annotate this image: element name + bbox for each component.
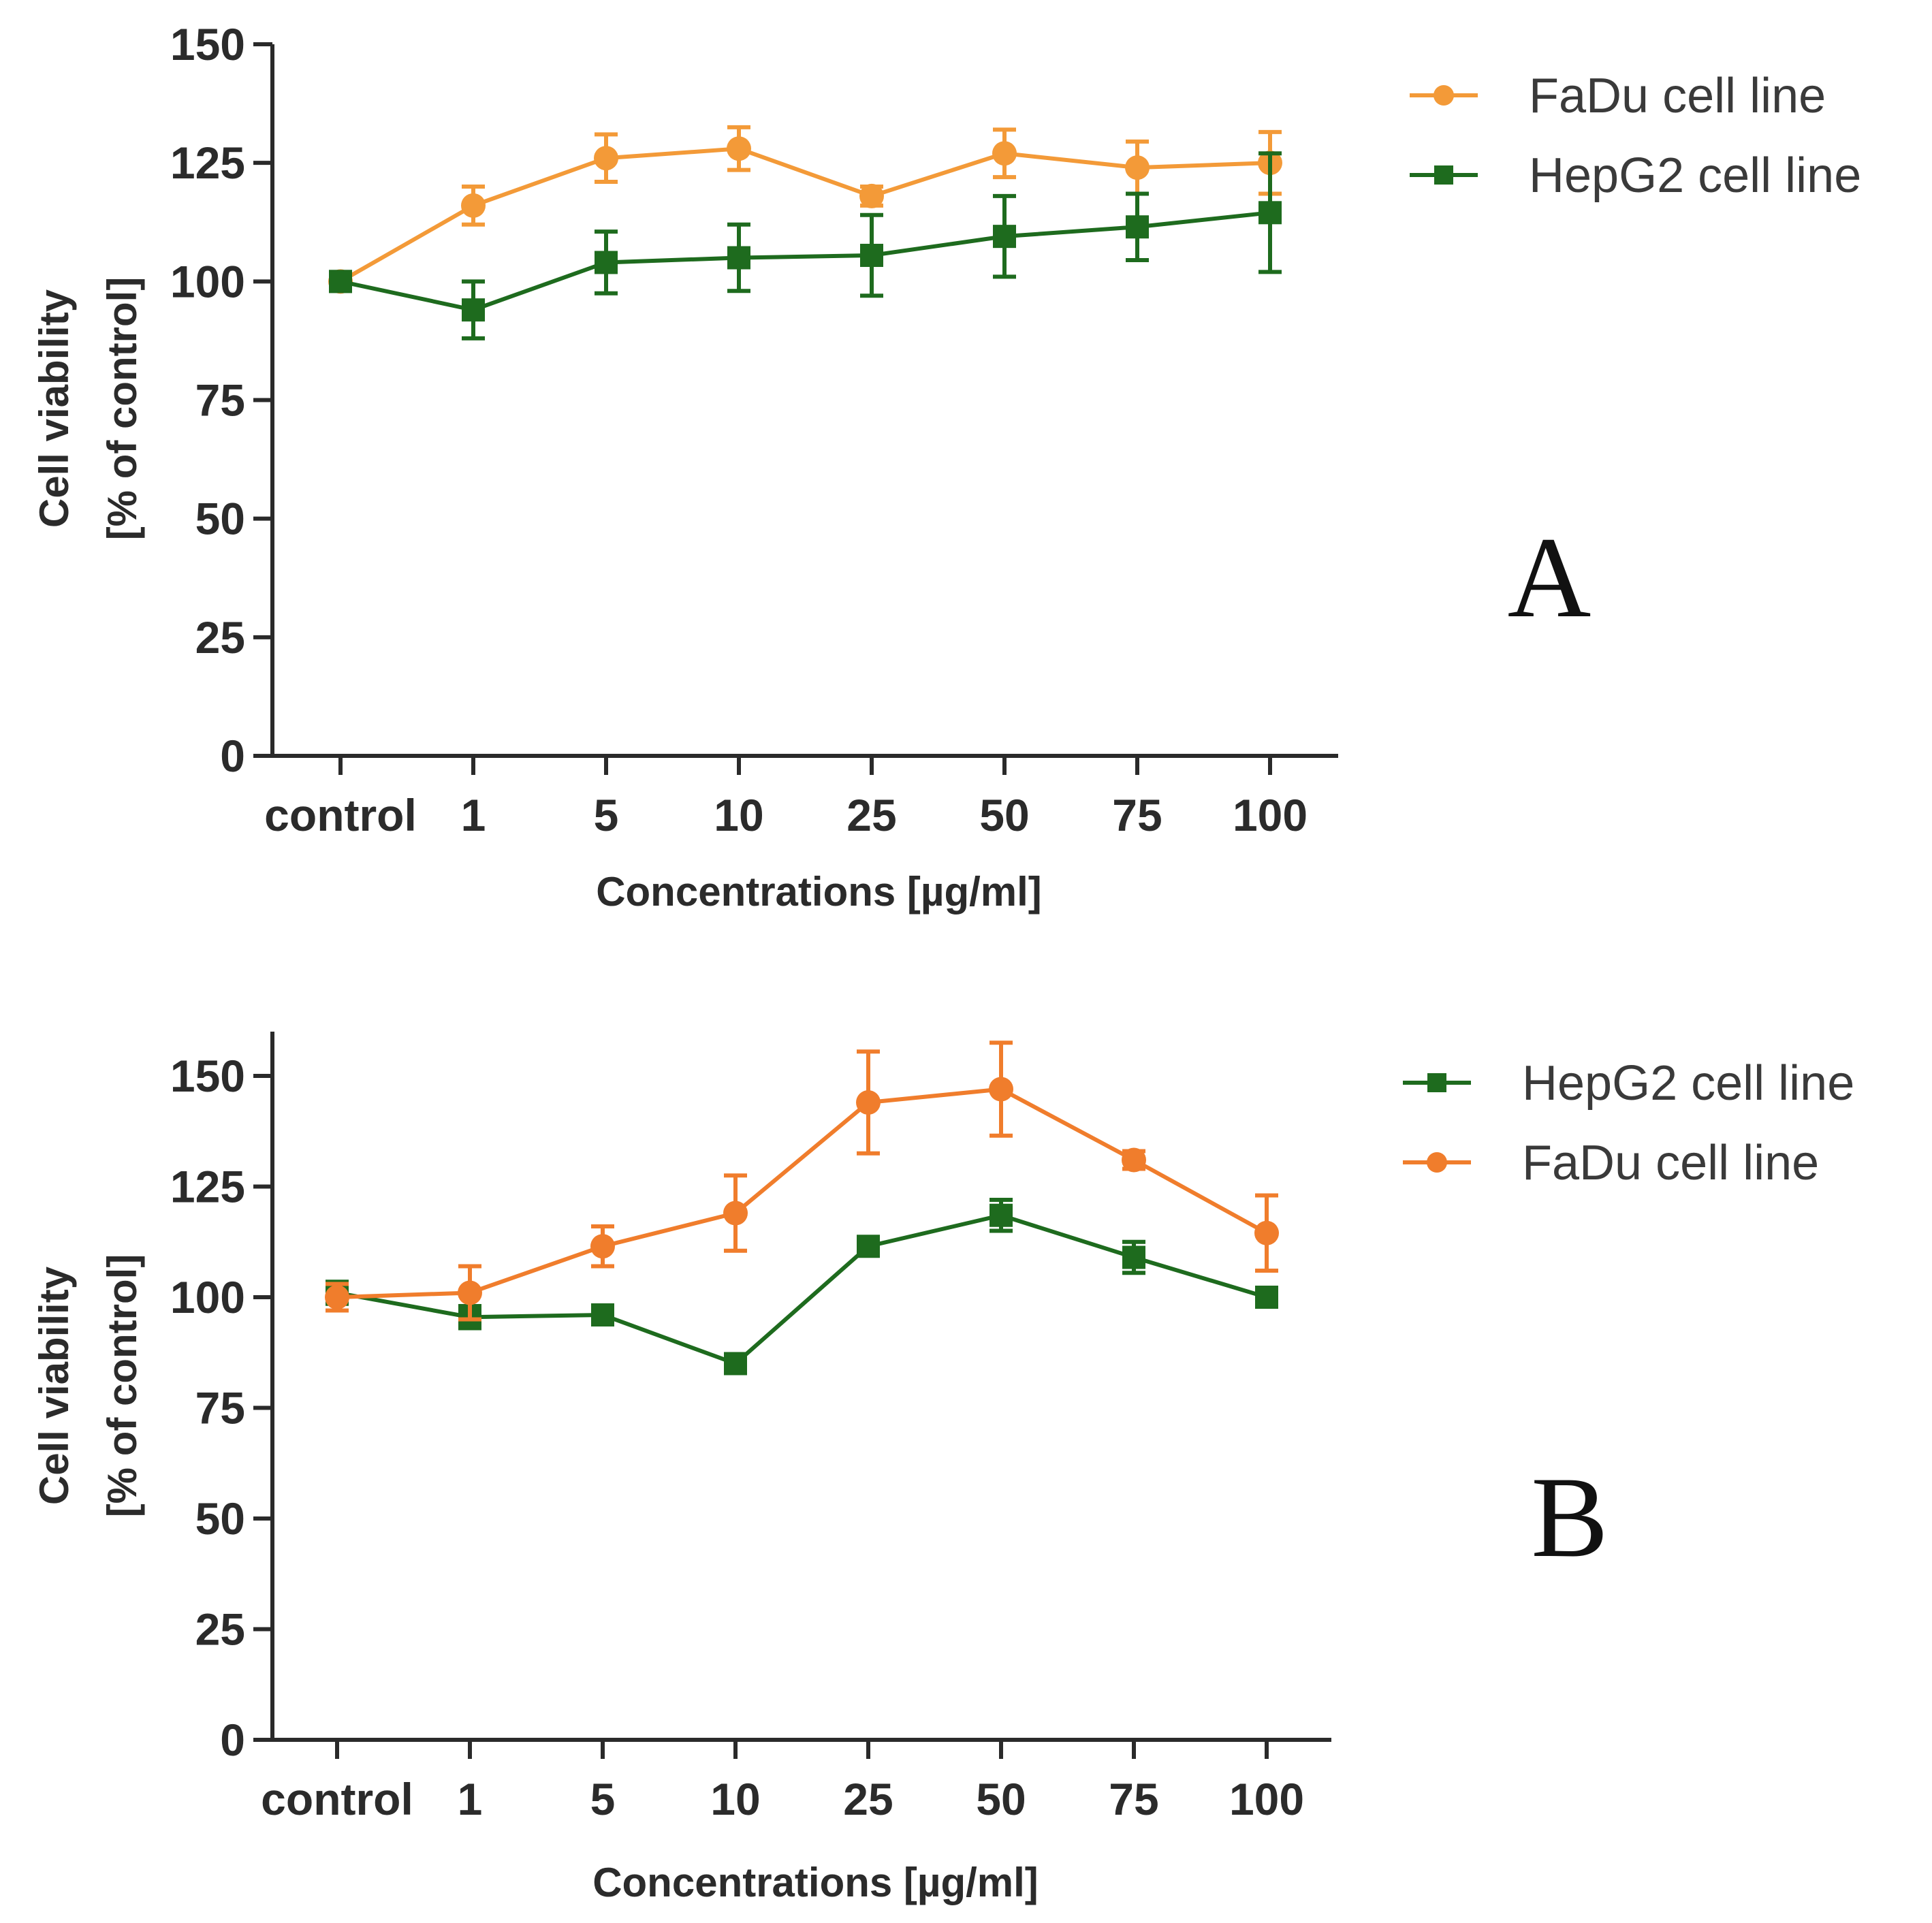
chart1-x-tick-label: 10 bbox=[710, 1774, 760, 1824]
chart1-data-point bbox=[1122, 1147, 1146, 1173]
chart1-data-point bbox=[723, 1201, 748, 1226]
chart0-data-point bbox=[1125, 155, 1150, 180]
chart0-x-tick-label: 50 bbox=[979, 790, 1029, 840]
chart0-panel-label: A bbox=[1508, 513, 1591, 641]
chart1-data-point bbox=[1255, 1286, 1278, 1309]
chart1-series-line bbox=[336, 1213, 1267, 1366]
chart1-legend-marker bbox=[1427, 1152, 1447, 1173]
chart1-x-tick-label: 75 bbox=[1109, 1774, 1158, 1824]
chart-panel-a: 0 25 50 75 100 125 150 control 1 5 10 25 50 75 100 Conc… bbox=[31, 19, 1861, 915]
chart1-x-tick-label: 25 bbox=[843, 1774, 893, 1824]
chart1-y-tick-label: 25 bbox=[195, 1604, 245, 1655]
chart0-y-axis-title-line1: Cell viability bbox=[31, 289, 77, 528]
chart0-x-tick-label: 10 bbox=[714, 790, 763, 840]
chart0-y-tick-label: 0 bbox=[220, 731, 245, 781]
chart0-y-tick-label: 150 bbox=[170, 19, 245, 69]
chart0-legend-label: FaDu cell line bbox=[1529, 69, 1826, 123]
chart0-y-tick-label: 50 bbox=[195, 494, 245, 544]
chart0-data-point bbox=[595, 251, 618, 274]
chart0-legend-marker bbox=[1434, 85, 1454, 106]
chart0-data-point bbox=[594, 146, 618, 171]
chart1-data-point bbox=[1122, 1245, 1145, 1269]
chart0-data-point bbox=[1258, 201, 1282, 225]
chart0-data-point bbox=[859, 183, 884, 208]
chart0-series-1 bbox=[329, 151, 1282, 340]
chart1-legend-label: FaDu cell line bbox=[1522, 1136, 1819, 1190]
chart1-series-0 bbox=[326, 1198, 1278, 1376]
chart1-data-point bbox=[458, 1280, 482, 1305]
chart0-y-tick-label: 25 bbox=[195, 612, 245, 663]
chart0-legend-marker bbox=[1434, 165, 1453, 185]
chart0-data-point bbox=[461, 193, 486, 218]
chart1-legend-label: HepG2 cell line bbox=[1522, 1056, 1854, 1111]
chart0-series-line bbox=[339, 146, 1271, 283]
chart1-series-line bbox=[336, 1087, 1268, 1299]
chart1-y-tick-label: 50 bbox=[195, 1493, 245, 1544]
chart0-data-point bbox=[992, 141, 1017, 166]
chart1-x-tick-label: control bbox=[261, 1774, 413, 1824]
chart0-x-tick-label: 5 bbox=[594, 790, 619, 840]
chart0-series-line bbox=[340, 210, 1271, 313]
chart0-x-tick-label: 100 bbox=[1233, 790, 1308, 840]
chart1-y-axis-title-line1: Cell viability bbox=[31, 1266, 77, 1505]
chart1-y-tick-label: 125 bbox=[170, 1162, 245, 1212]
chart0-data-point bbox=[462, 298, 485, 322]
chart0-data-point bbox=[727, 246, 750, 270]
chart0-y-tick-label: 125 bbox=[170, 138, 245, 188]
chart0-y-tick-label: 75 bbox=[195, 375, 245, 426]
chart0-y-tick-label: 100 bbox=[170, 256, 245, 306]
chart1-x-tick-label: 100 bbox=[1229, 1774, 1304, 1824]
chart-panel-b: 0 25 50 75 100 125 150 control 1 5 10 25 50 75 100 Conc… bbox=[31, 1032, 1854, 1905]
chart1-data-point bbox=[1254, 1220, 1279, 1245]
chart0-data-point bbox=[329, 270, 352, 293]
chart1-y-tick-label: 75 bbox=[195, 1383, 245, 1433]
chart0-x-tick-label: 25 bbox=[846, 790, 896, 840]
chart0-x-axis-title: Concentrations [µg/ml] bbox=[596, 869, 1042, 915]
chart0-data-point bbox=[860, 244, 883, 268]
chart1-data-point bbox=[989, 1203, 1013, 1227]
chart1-x-tick-label: 50 bbox=[976, 1774, 1026, 1824]
chart1-y-axis-title-line2: [% of control] bbox=[99, 1254, 145, 1518]
chart1-x-tick-label: 5 bbox=[590, 1774, 616, 1824]
chart1-data-point bbox=[989, 1077, 1013, 1102]
chart1-series-1 bbox=[325, 1040, 1279, 1322]
chart1-data-point bbox=[590, 1234, 615, 1259]
chart1-y-tick-label: 0 bbox=[220, 1715, 245, 1765]
chart0-y-axis-title-line2: [% of control] bbox=[99, 277, 145, 541]
chart1-data-point bbox=[591, 1303, 614, 1326]
chart1-legend-marker bbox=[1427, 1073, 1446, 1092]
chart1-y-tick-label: 150 bbox=[170, 1051, 245, 1101]
chart0-x-tick-label: 1 bbox=[461, 790, 486, 840]
chart0-series-0 bbox=[328, 125, 1282, 294]
chart0-x-tick-label: 75 bbox=[1112, 790, 1162, 840]
chart0-data-point bbox=[1126, 215, 1149, 239]
chart1-x-axis-title: Concentrations [µg/ml] bbox=[592, 1860, 1039, 1905]
chart0-data-point bbox=[727, 136, 751, 161]
chart1-panel-label: B bbox=[1531, 1453, 1608, 1581]
chart1-data-point bbox=[325, 1285, 349, 1309]
chart1-y-tick-label: 100 bbox=[170, 1272, 245, 1322]
chart1-data-point bbox=[857, 1235, 880, 1258]
chart1-data-point bbox=[724, 1352, 747, 1376]
chart0-x-tick-label: control bbox=[264, 790, 417, 840]
chart1-x-tick-label: 1 bbox=[458, 1774, 483, 1824]
chart1-data-point bbox=[856, 1090, 881, 1115]
chart0-legend-label: HepG2 cell line bbox=[1529, 148, 1861, 203]
chart0-data-point bbox=[993, 225, 1016, 249]
